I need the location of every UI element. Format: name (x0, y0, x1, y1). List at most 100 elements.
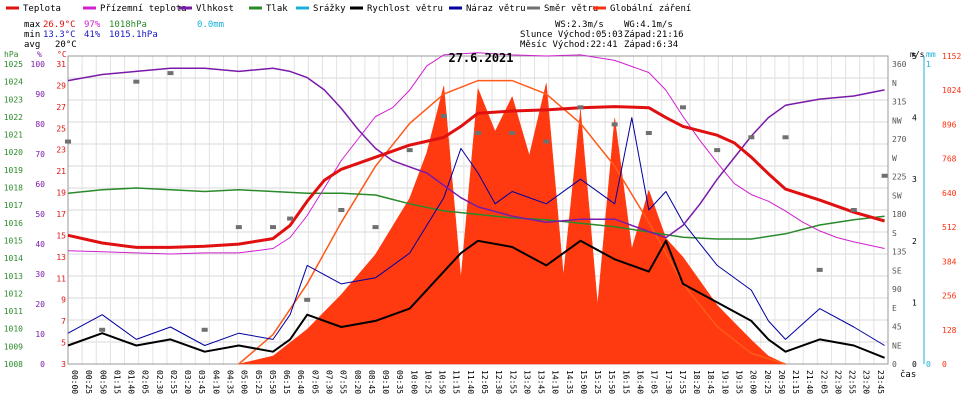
axis-tick-direction: NW (892, 116, 902, 125)
wind-direction-point (235, 225, 242, 230)
axis-tick-direction: 180 (892, 210, 907, 219)
series-temperature (67, 105, 886, 249)
axis-tick-time: 07:30 (324, 370, 333, 394)
chart-title: 27.6.2021 (448, 51, 513, 65)
axis-tick-hpa: 1023 (4, 95, 23, 104)
axis-tick-time: 04:10 (211, 370, 220, 394)
info-wg: WG:4.1m/s (624, 20, 673, 30)
axis-tick-percent: 50 (35, 210, 45, 219)
axis-tick-hpa: 1020 (4, 148, 23, 157)
wind-direction-point (440, 113, 447, 118)
axis-tick-celsius: 3 (61, 360, 66, 369)
axis-tick-time: 22:05 (819, 370, 828, 394)
wind-direction-point (201, 327, 208, 332)
axis-tick-time: 06:40 (296, 370, 305, 394)
axis-tick-celsius: 7 (61, 317, 66, 326)
axis-tick-celsius: 21 (56, 167, 66, 176)
axis-tick-hpa: 1017 (4, 201, 23, 210)
wind-direction-point (406, 148, 413, 153)
axis-tick-time: 17:05 (650, 370, 659, 394)
wind-direction-point (304, 297, 311, 302)
stat-min-hum: 41% (84, 30, 101, 40)
legend-label: Náraz větru (466, 4, 526, 14)
series-humidity (67, 67, 885, 239)
axis-tick-time: 14:10 (551, 370, 560, 394)
axis-tick-celsius: 31 (56, 60, 66, 69)
axis-tick-time: 11:15 (452, 370, 461, 394)
axis-tick-time: 10:25 (423, 370, 432, 394)
stat-max-hum: 97% (84, 20, 101, 30)
info-moon: Měsíc Východ:22:41 (520, 40, 618, 50)
axis-tick-celsius: 27 (56, 103, 66, 112)
axis-tick-time: 15:50 (607, 370, 616, 394)
legend-label: Srážky (313, 4, 346, 14)
axis-tick-direction: 315 (892, 98, 907, 107)
chart-legend: Teplota Přízemní teplota Vlhkost Tlak Srážky… (6, 4, 691, 14)
axis-tick-hpa: 1014 (4, 254, 23, 263)
axis-label-time: čas (900, 369, 916, 380)
plot-area (65, 52, 889, 365)
axis-tick-time: 01:15 (112, 370, 121, 394)
wind-direction-point (782, 135, 789, 140)
axis-tick-time: 12:55 (508, 370, 517, 394)
chart-stats: max 26.9°C 97% 1018hPa 0.0mm min 13.3°C … (24, 20, 224, 50)
axis-tick-hpa: 1015 (4, 236, 23, 245)
axis-tick-radiation: 128 (942, 326, 957, 335)
axis-tick-hpa: 1012 (4, 289, 23, 298)
axis-label-speed: m/s (910, 50, 925, 59)
series-wind-speed (67, 239, 885, 359)
axis-tick-direction: 0 (892, 360, 897, 369)
axis-tick-percent: 70 (35, 150, 45, 159)
series-max-radiation (238, 79, 786, 365)
axis-tick-time: 04:35 (226, 370, 235, 394)
axis-tick-celsius: 23 (56, 146, 66, 155)
axis-tick-time: 03:45 (197, 370, 206, 394)
wind-direction-point (577, 105, 584, 110)
axis-tick-time: 00:25 (84, 370, 93, 394)
axis-tick-celsius: 5 (61, 339, 66, 348)
axis-tick-speed: 0 (912, 360, 917, 369)
legend-label: Tlak (266, 4, 288, 14)
axis-tick-hpa: 1024 (4, 78, 23, 87)
axis-tick-time: 20:50 (777, 370, 786, 394)
axis-tick-direction: 270 (892, 135, 907, 144)
axis-tick-direction: N (892, 79, 897, 88)
axis-tick-celsius: 13 (56, 253, 66, 262)
axis-tick-time: 09:35 (395, 370, 404, 394)
axis-tick-speed: 2 (912, 237, 917, 246)
info-sunset: Západ:21:16 (624, 30, 684, 40)
axis-tick-percent: 30 (35, 270, 45, 279)
axis-tick-radiation: 256 (942, 292, 957, 301)
axis-tick-time: 23:20 (862, 370, 871, 394)
axis-label-rain: mm (926, 50, 936, 59)
axis-tick-time: 15:00 (579, 370, 588, 394)
axis-tick-percent: 60 (35, 180, 45, 189)
axis-label-percent: % (37, 50, 42, 59)
axis-tick-percent: 20 (35, 300, 45, 309)
info-moonset: Západ:6:34 (624, 40, 678, 50)
wind-direction-point (270, 225, 276, 230)
axis-tick-time: 17:55 (678, 370, 687, 394)
axis-tick-percent: 10 (35, 330, 45, 339)
axis-tick-direction: 135 (892, 248, 907, 257)
axis-tick-time: 07:55 (339, 370, 348, 394)
axis-tick-time: 13:20 (522, 370, 531, 394)
axis-tick-time: 02:30 (155, 370, 164, 394)
axis-tick-time: 15:25 (593, 370, 602, 394)
wind-direction-point (167, 71, 174, 76)
axis-tick-time: 09:10 (381, 370, 390, 394)
axis-tick-time: 19:35 (734, 370, 743, 394)
axis-tick-time: 21:40 (805, 370, 814, 394)
axis-label-celsius: °C (57, 50, 67, 59)
axis-tick-radiation: 768 (942, 155, 957, 164)
wind-direction-point (372, 225, 379, 230)
wind-direction-point (133, 79, 140, 84)
axis-tick-speed: 3 (912, 175, 917, 184)
axis-label-hpa: hPa (4, 50, 19, 59)
axis-tick-hpa: 1022 (4, 113, 23, 122)
series-radiation (238, 83, 786, 365)
chart-axes: 1025102410231022102110201019101810171016… (4, 50, 962, 394)
axis-tick-time: 16:40 (636, 370, 645, 394)
legend-label: Přízemní teplota (100, 4, 187, 14)
axis-tick-hpa: 1011 (4, 307, 23, 316)
